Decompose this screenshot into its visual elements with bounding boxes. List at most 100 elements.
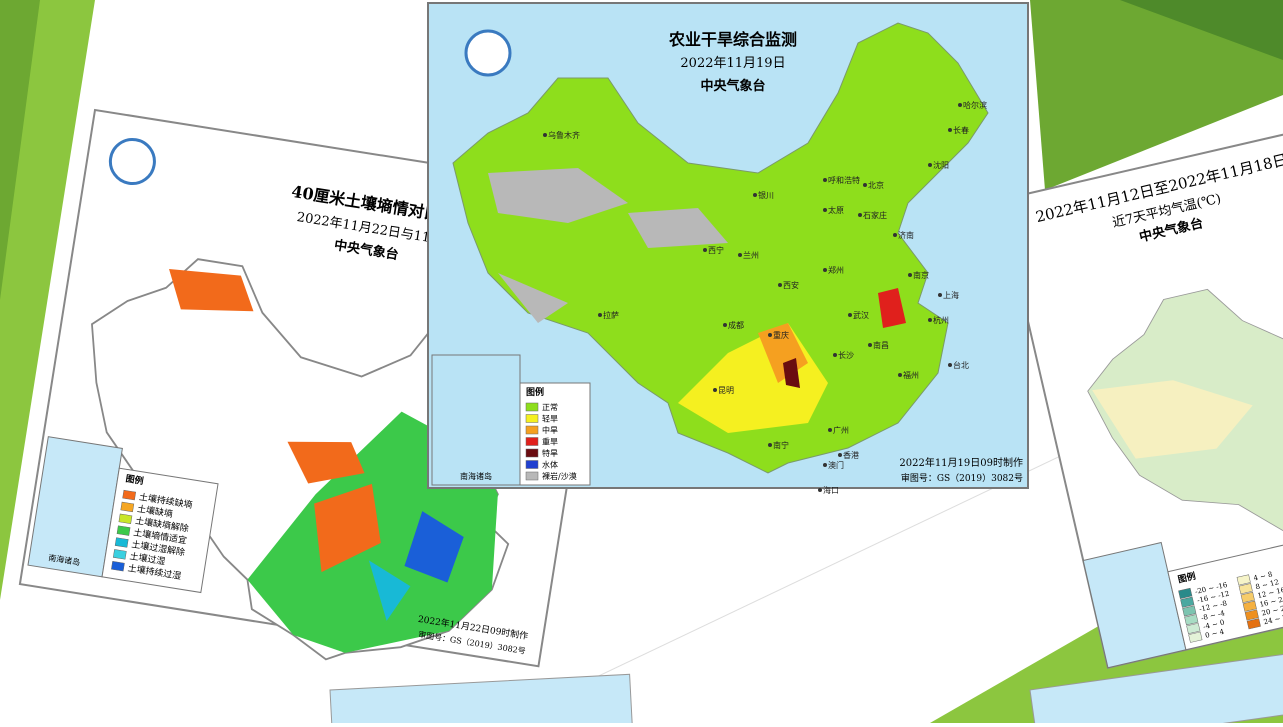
legend-label: 特旱 — [542, 448, 558, 458]
city-label: 北京 — [868, 180, 884, 190]
city-dot — [823, 268, 827, 272]
decor — [1120, 0, 1283, 60]
city-dot — [823, 463, 827, 467]
city-dot — [938, 293, 942, 297]
city-label: 石家庄 — [863, 210, 887, 220]
city-dot — [823, 178, 827, 182]
city-label: 西宁 — [708, 245, 724, 255]
city-dot — [838, 453, 842, 457]
legend-swatch — [525, 425, 539, 435]
city-dot — [908, 273, 912, 277]
city-label: 广州 — [833, 425, 849, 435]
legend-title: 图例 — [125, 472, 145, 487]
city-label: 兰州 — [743, 250, 759, 260]
map-approval: 审图号：GS（2019）3082号 — [901, 472, 1023, 484]
legend-swatch — [1180, 596, 1195, 608]
legend-swatch — [118, 513, 133, 524]
city-dot — [823, 208, 827, 212]
city-label: 成都 — [728, 320, 744, 330]
city-dot — [868, 343, 872, 347]
legend-swatch — [1238, 583, 1253, 595]
city-dot — [863, 183, 867, 187]
right-map-card: 2022年11月12日至2022年11月18日 近7天平均气温(℃) 中央气象台… — [998, 104, 1283, 669]
map-date: 2022年11月19日 — [680, 56, 785, 71]
legend-swatch — [525, 414, 539, 423]
city-dot — [848, 313, 852, 317]
legend-label: 中旱 — [542, 425, 558, 435]
legend-swatch — [1244, 609, 1259, 621]
city-dot — [598, 313, 602, 317]
city-dot — [928, 163, 932, 167]
legend-swatch — [1182, 605, 1197, 617]
city-dot — [703, 248, 707, 252]
city-dot — [958, 103, 962, 107]
map-footer: 2022年11月19日09时制作 — [899, 456, 1023, 469]
city-label: 杭州 — [933, 315, 949, 325]
city-dot — [948, 363, 952, 367]
legend-swatch — [116, 525, 131, 536]
city-label: 西安 — [783, 280, 799, 290]
legend-swatch — [1178, 587, 1193, 599]
legend-swatch — [112, 549, 127, 560]
legend-swatch — [525, 460, 539, 469]
map-org: 中央气象台 — [700, 78, 765, 94]
city-label: 香港 — [843, 450, 859, 460]
city-dot — [768, 443, 772, 447]
city-label: 南京 — [913, 270, 929, 280]
city-dot — [893, 233, 897, 237]
city-dot — [858, 213, 862, 217]
legend-swatch — [1242, 600, 1257, 612]
city-label: 昆明 — [718, 386, 734, 395]
city-label: 呼和浩特 — [828, 175, 860, 185]
city-label: 郑州 — [828, 265, 844, 275]
city-label: 拉萨 — [603, 310, 619, 320]
map-title: 农业干旱综合监测 — [668, 30, 797, 49]
city-label: 济南 — [898, 230, 914, 240]
legend-swatch — [1186, 622, 1201, 635]
city-label: 南昌 — [873, 340, 889, 350]
city-label: 长沙 — [838, 350, 854, 360]
legend-swatch — [122, 489, 137, 501]
city-dot — [543, 133, 547, 137]
city-dot — [778, 283, 782, 287]
legend-swatch — [525, 471, 539, 481]
city-dot — [818, 488, 822, 492]
city-label: 武汉 — [853, 310, 869, 320]
legend-swatch — [114, 537, 129, 548]
legend-title: 图例 — [1177, 570, 1197, 586]
inset-label: 南海诸岛 — [460, 471, 492, 481]
legend-swatch — [120, 501, 135, 513]
city-label: 海口 — [823, 485, 839, 495]
city-dot — [713, 388, 717, 392]
legend-swatch — [1184, 614, 1199, 626]
city-label: 南宁 — [773, 440, 789, 450]
city-dot — [948, 128, 952, 132]
legend-swatch — [525, 448, 539, 458]
city-label: 乌鲁木齐 — [548, 130, 580, 140]
city-label: 银川 — [758, 190, 774, 200]
center-map-card: 农业干旱综合监测 2022年11月19日 中央气象台 乌鲁木齐 哈尔滨长春沈阳北京… — [427, 2, 1029, 495]
city-dot — [928, 318, 932, 322]
legend-swatch — [1236, 574, 1251, 586]
legend-swatch — [111, 561, 125, 572]
legend-swatch — [1246, 618, 1261, 630]
logo — [464, 29, 512, 77]
logo — [108, 137, 156, 185]
city-label: 重庆 — [773, 330, 789, 340]
city-dot — [828, 428, 832, 432]
city-dot — [753, 193, 757, 197]
legend-swatch — [525, 437, 539, 446]
legend-label: 裸岩/沙漠 — [542, 471, 577, 481]
legend-swatch — [525, 402, 539, 412]
city-dot — [833, 353, 837, 357]
partial-card — [329, 673, 634, 727]
decor — [0, 0, 95, 600]
legend-label: 水体 — [542, 460, 558, 470]
city-label: 沈阳 — [933, 160, 949, 170]
legend-swatch — [1240, 591, 1255, 604]
city-label: 上海 — [943, 290, 959, 300]
city-label: 哈尔滨 — [963, 100, 987, 110]
city-label: 台北 — [953, 360, 969, 370]
decor — [1030, 0, 1283, 190]
